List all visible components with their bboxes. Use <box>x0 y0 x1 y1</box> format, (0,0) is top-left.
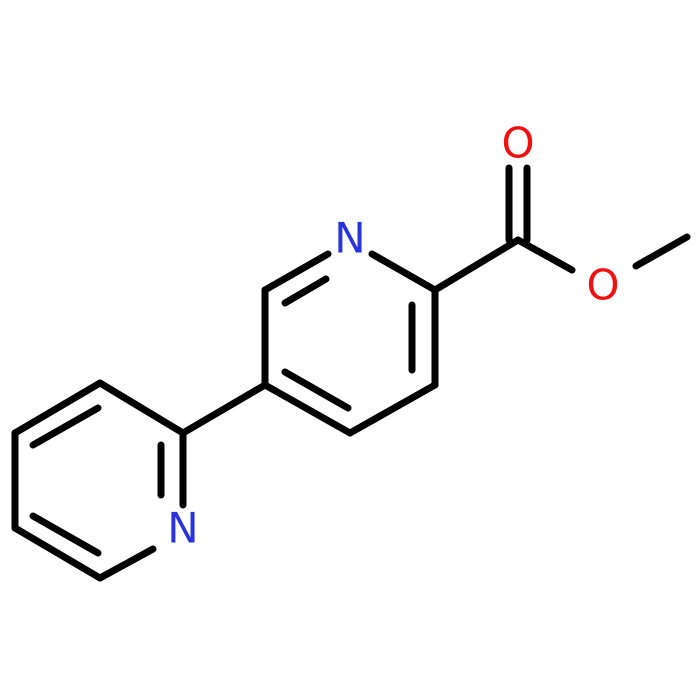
atom-label: O <box>586 261 619 310</box>
atom-label: O <box>501 119 534 168</box>
bonds <box>11 164 691 582</box>
atom-label: N <box>334 214 365 263</box>
atom-label: N <box>167 504 198 553</box>
